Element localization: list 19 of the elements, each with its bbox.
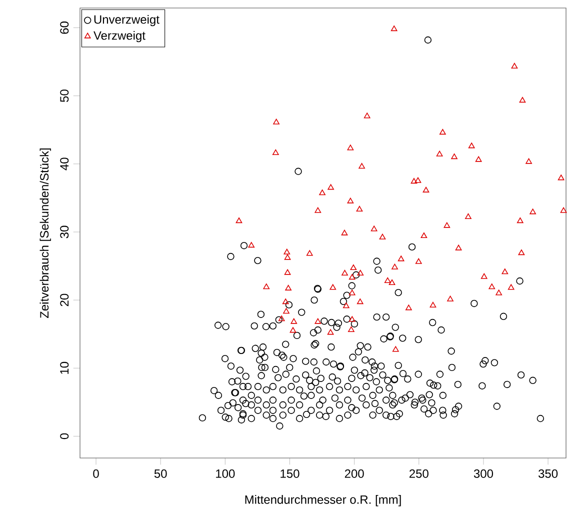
x-tick-label: 50 bbox=[154, 469, 167, 478]
x-tick-label: 300 bbox=[474, 469, 494, 478]
x-axis-title: Mittendurchmesser o.R. [mm] bbox=[245, 495, 401, 506]
x-tick-label: 100 bbox=[216, 469, 235, 478]
legend-label: Unverzweigt bbox=[94, 14, 160, 26]
y-axis-title: Zeitverbrauch [Sekunden/Stück] bbox=[40, 148, 51, 318]
y-tick-label: 60 bbox=[60, 22, 69, 34]
y-tick-label: 30 bbox=[60, 226, 69, 238]
x-tick-label: 350 bbox=[538, 469, 558, 478]
y-tick-label: 0 bbox=[60, 433, 69, 440]
x-tick-label: 200 bbox=[344, 469, 364, 478]
y-tick-label: 20 bbox=[60, 294, 69, 306]
y-tick-label: 50 bbox=[60, 90, 69, 102]
y-tick-label: 10 bbox=[60, 362, 69, 374]
y-tick-label: 40 bbox=[60, 158, 69, 170]
x-tick-label: 250 bbox=[409, 469, 428, 478]
x-tick-label: 150 bbox=[280, 469, 300, 478]
legend-label: Verzweigt bbox=[94, 30, 146, 42]
x-tick-label: 0 bbox=[93, 469, 99, 478]
